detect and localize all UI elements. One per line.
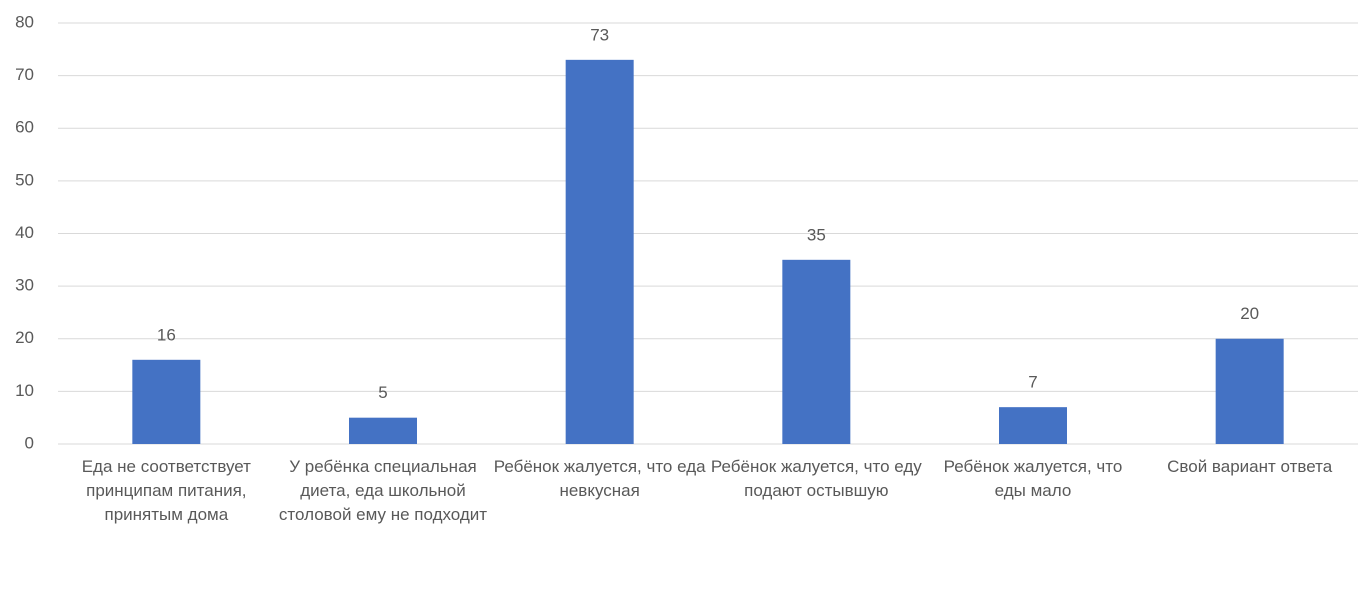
data-label: 7 <box>1028 373 1037 392</box>
y-tick-label: 70 <box>15 65 34 84</box>
y-tick-label: 50 <box>15 170 34 189</box>
data-label: 5 <box>378 383 387 402</box>
y-tick-label: 80 <box>15 12 34 31</box>
x-tick-label: Ребёнок жалуется, что еда невкусная <box>493 457 706 500</box>
data-label: 20 <box>1240 304 1259 323</box>
x-tick-label: Еда не соответствует принципам питания, … <box>81 457 251 524</box>
y-tick-label: 20 <box>15 328 34 347</box>
bar <box>565 59 634 445</box>
bar <box>349 417 417 444</box>
bar <box>132 359 201 444</box>
x-tick-label: Свой вариант ответа <box>1167 457 1333 476</box>
y-tick-label: 60 <box>15 118 34 137</box>
bar <box>999 407 1067 444</box>
x-tick-label: Ребёнок жалуется, что еды мало <box>943 457 1123 500</box>
bar <box>782 259 851 444</box>
y-tick-label: 40 <box>15 223 34 242</box>
data-label: 73 <box>590 25 609 44</box>
y-tick-label: 30 <box>15 276 34 295</box>
bar <box>1215 338 1284 444</box>
data-label: 16 <box>157 325 176 344</box>
x-tick-label: Ребёнок жалуется, что еду подают остывшу… <box>710 457 922 500</box>
x-tick-label: У ребёнка специальная диета, еда школьно… <box>278 457 488 524</box>
y-tick-label: 10 <box>15 381 34 400</box>
data-label: 35 <box>807 225 826 244</box>
y-tick-label: 0 <box>25 433 34 452</box>
